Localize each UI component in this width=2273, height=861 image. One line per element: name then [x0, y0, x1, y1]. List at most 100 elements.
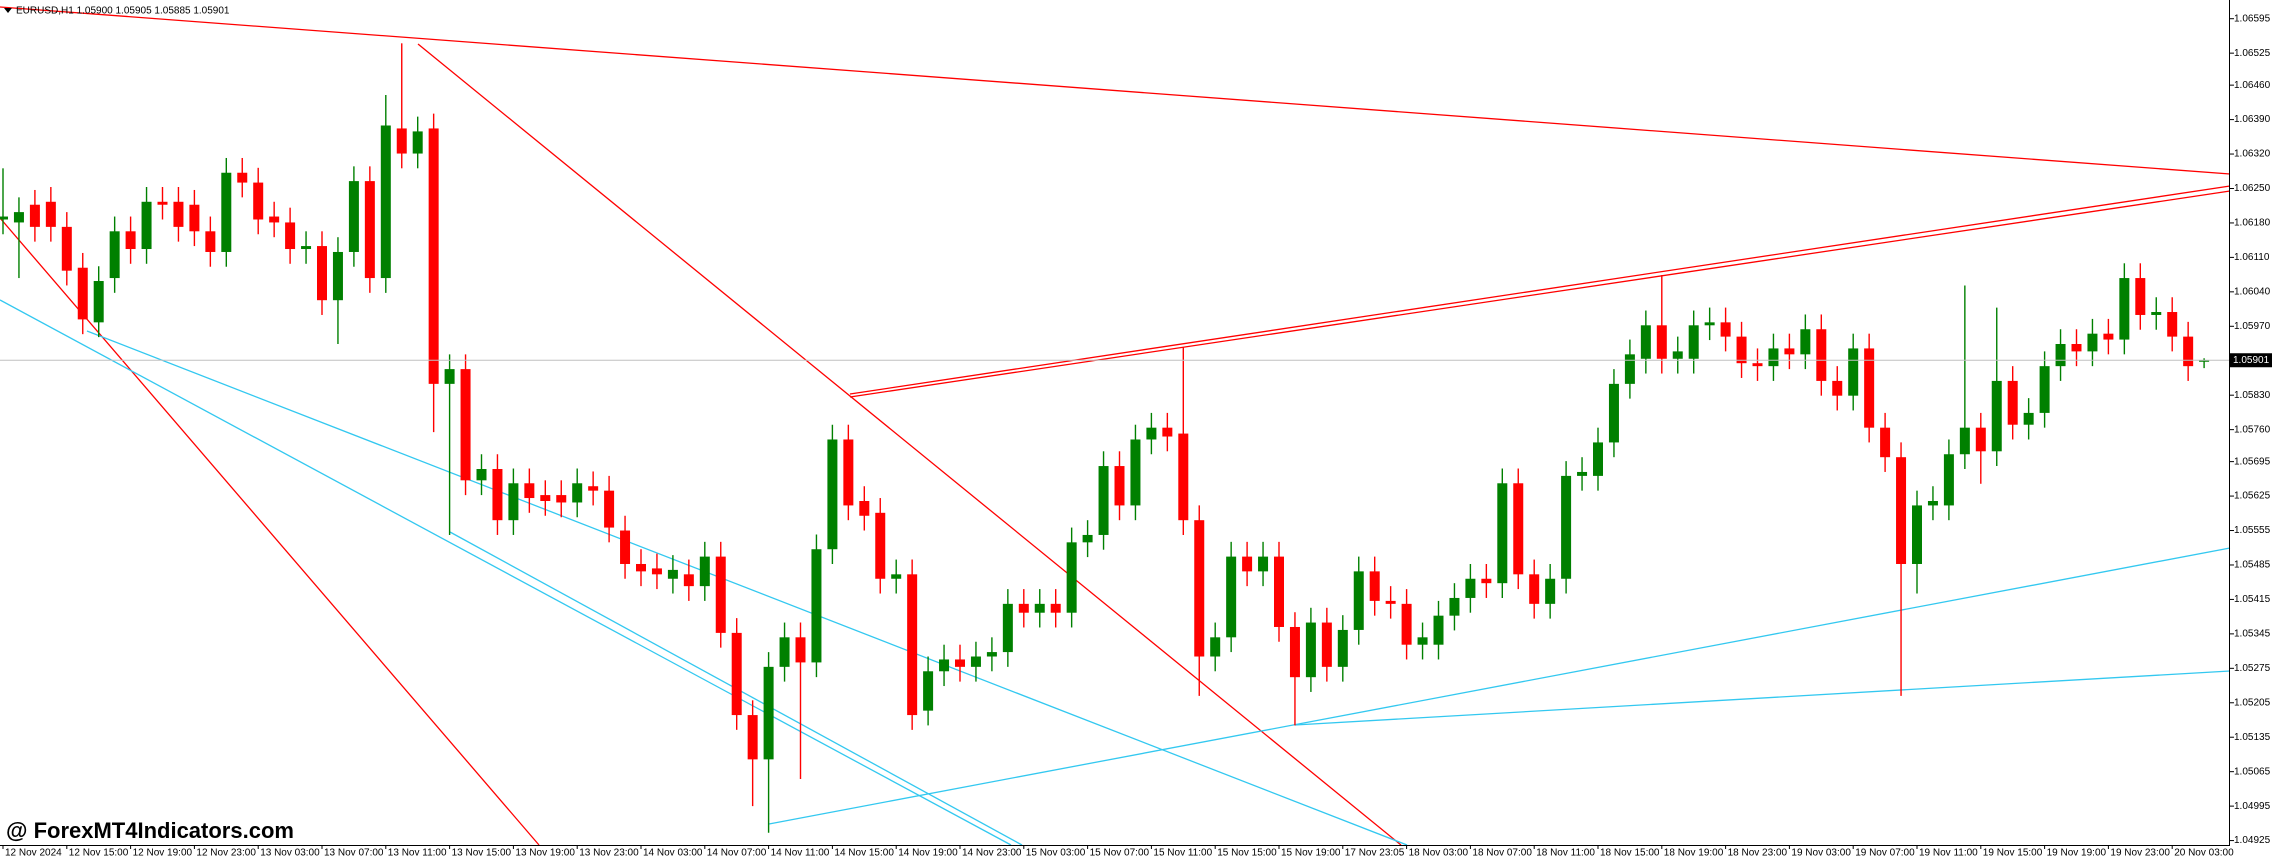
trend-lines [0, 6, 2231, 846]
candle-body [109, 231, 120, 279]
candle-body [2199, 360, 2210, 362]
candle-body [173, 201, 184, 227]
candle-body [1305, 622, 1316, 678]
candle-body [1545, 578, 1556, 604]
candle-body [2167, 312, 2178, 337]
candle-body [715, 556, 726, 633]
candle-body [364, 181, 375, 279]
candle-body [875, 512, 886, 579]
candle-body [0, 216, 8, 220]
candle-body [1943, 454, 1954, 506]
y-tick-label: 1.06460 [2234, 80, 2271, 91]
candle-body [811, 549, 822, 663]
chart-title: EURUSD,H1 1.05900 1.05905 1.05885 1.0590… [16, 6, 230, 17]
candle-body [1098, 466, 1109, 535]
candle-body [1720, 322, 1731, 337]
candle-body [348, 181, 359, 252]
candle-body [380, 125, 391, 279]
x-tick-label: 19 Nov 15:00 [1983, 848, 2043, 859]
candle-body [1800, 329, 1811, 355]
candle-body [986, 652, 997, 657]
candle-body [428, 128, 439, 384]
candle-body [1816, 329, 1827, 381]
candle-body [1832, 380, 1843, 396]
candle-body [1991, 380, 2002, 452]
candle-body [157, 201, 168, 205]
candle-body [1688, 325, 1699, 359]
candle-body [2183, 336, 2194, 367]
candle-body [540, 495, 551, 501]
candle-body [125, 231, 136, 250]
candle-body [667, 569, 678, 579]
candle-body [1210, 637, 1221, 657]
candle-body [1194, 520, 1205, 657]
x-tick-label: 13 Nov 19:00 [515, 848, 575, 859]
x-tick-label: 12 Nov 15:00 [69, 848, 129, 859]
candle-body [1768, 348, 1779, 367]
candle-body [1577, 471, 1588, 476]
y-tick-label: 1.05830 [2234, 390, 2271, 401]
x-tick-label: 15 Nov 03:00 [1026, 848, 1086, 859]
candle-body [317, 246, 327, 301]
x-tick-label: 13 Nov 15:00 [452, 848, 512, 859]
candle-body [1337, 629, 1348, 667]
candle-body [923, 671, 934, 711]
candle-body [795, 637, 806, 663]
candle-body [1656, 325, 1667, 359]
candle-body [77, 267, 88, 320]
candle-body [1385, 600, 1396, 604]
trend-line [849, 190, 2231, 398]
candle-body [524, 483, 535, 499]
candle-body [285, 222, 296, 250]
candle-body [1513, 483, 1524, 575]
symbol-icon [4, 8, 12, 13]
y-tick-label: 1.06110 [2234, 252, 2270, 263]
candle-body [939, 659, 950, 672]
candle-body [1864, 348, 1875, 428]
candle-body [1050, 603, 1061, 613]
candle-body [1672, 351, 1683, 359]
x-tick-label: 14 Nov 19:00 [898, 848, 958, 859]
candle-body [1704, 322, 1715, 326]
y-tick-label: 1.06390 [2234, 114, 2271, 125]
candle-body [572, 483, 583, 503]
x-tick-label: 15 Nov 07:00 [1090, 848, 1150, 859]
candle-body [93, 281, 104, 323]
candle-body [1624, 354, 1635, 384]
y-tick-label: 1.06525 [2234, 48, 2271, 59]
y-tick-label: 1.05555 [2234, 525, 2271, 536]
price-label-box [2230, 353, 2272, 368]
y-tick-label: 1.06250 [2234, 183, 2271, 194]
candle-body [2007, 380, 2018, 425]
candle-body [955, 659, 965, 667]
candle-body [444, 369, 455, 384]
candle-body [476, 469, 487, 481]
candle-body [1289, 626, 1300, 678]
candle-body [1242, 556, 1253, 572]
x-tick-label: 19 Nov 23:00 [2110, 848, 2170, 859]
candle-body [2135, 278, 2146, 315]
y-tick-label: 1.06320 [2234, 149, 2271, 160]
candle-body [29, 204, 40, 227]
x-tick-label: 15 Nov 11:00 [1153, 848, 1212, 859]
x-tick-label: 19 Nov 03:00 [1791, 848, 1851, 859]
candle-body [907, 574, 918, 716]
candle-body [61, 226, 72, 271]
candle-body [1401, 603, 1412, 645]
candle-body [651, 568, 662, 575]
candle-body [843, 439, 854, 506]
trend-line [0, 217, 540, 846]
candle-body [1449, 597, 1460, 616]
candle-body [859, 500, 870, 516]
candle-body [1002, 603, 1013, 653]
candle-body [492, 469, 503, 521]
x-tick-label: 14 Nov 07:00 [707, 848, 767, 859]
candle-body [763, 666, 774, 760]
candle-body [1608, 383, 1619, 443]
y-tick-label: 1.06180 [2234, 218, 2271, 229]
candle-body [1353, 571, 1364, 630]
x-tick-label: 19 Nov 19:00 [2047, 848, 2107, 859]
candle-body [1114, 466, 1125, 506]
